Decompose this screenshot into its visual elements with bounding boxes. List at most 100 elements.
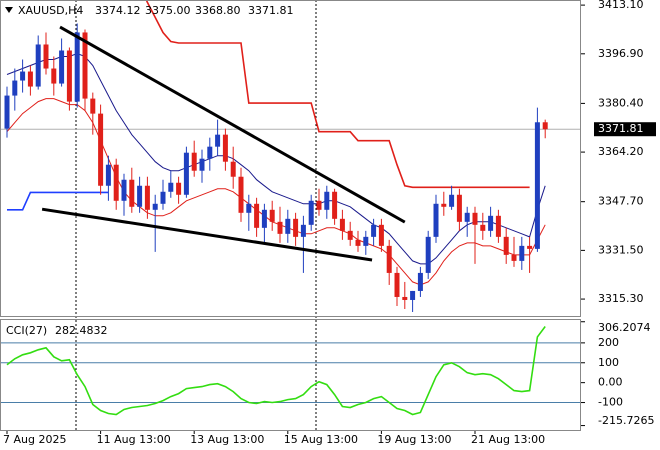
candle-body	[378, 224, 384, 246]
candle-body	[355, 239, 361, 246]
y-tick-label: 306.2074	[598, 321, 651, 334]
symbol: XAUUSD,H4	[18, 4, 83, 17]
candle-body	[90, 98, 96, 114]
price-panel-border	[0, 0, 581, 317]
candle-body	[82, 32, 88, 99]
candle-body	[137, 185, 143, 207]
candle-body	[129, 179, 135, 207]
y-tick-label: 3347.70	[598, 195, 644, 208]
low-price: 3368.80	[195, 4, 241, 17]
candle-body	[20, 71, 26, 81]
candle-body	[293, 218, 299, 237]
cci-value: 282.4832	[55, 324, 108, 337]
candle-body	[433, 203, 439, 237]
candle-body	[160, 191, 166, 204]
y-tick-label: 200	[598, 336, 619, 349]
candle-body	[285, 218, 291, 234]
candle-body	[98, 113, 104, 186]
candle-body	[449, 194, 455, 207]
candle-body	[43, 44, 49, 69]
candle-body	[519, 245, 525, 261]
candle-body	[4, 95, 10, 129]
candle-body	[113, 164, 119, 201]
y-tick-label: -100	[598, 396, 623, 409]
candle-body	[300, 224, 306, 237]
candle-body	[66, 50, 72, 102]
candle-body	[316, 200, 322, 210]
candle-body	[277, 221, 283, 234]
candle-body	[425, 236, 431, 273]
axes: 3413.10 3396.90 3380.40 3364.20 3347.70 3331.…	[3, 0, 656, 446]
candle-body	[215, 134, 221, 147]
candle-body	[191, 152, 197, 171]
candle-body	[363, 236, 369, 246]
indicator-line	[6, 98, 546, 286]
price-plot	[0, 0, 580, 312]
candle-body	[230, 161, 236, 177]
candle-body	[121, 179, 127, 201]
candle-body	[207, 146, 213, 159]
trendline	[59, 25, 406, 224]
candle-body	[199, 158, 205, 171]
candle-body	[105, 164, 111, 186]
x-tick-label: 7 Aug 2025	[3, 433, 66, 446]
y-tick-label: 3380.40	[598, 96, 644, 109]
candle-body	[371, 224, 377, 237]
close-price: 3371.81	[248, 4, 294, 17]
y-tick-label: 3413.10	[598, 0, 644, 11]
candle-body	[464, 212, 470, 222]
candle-body	[402, 296, 408, 300]
candle-body	[324, 191, 330, 210]
indicator-line	[145, 0, 530, 189]
y-tick-label: 3364.20	[598, 145, 644, 158]
candle-body	[472, 212, 478, 225]
candle-body	[386, 245, 392, 273]
candle-body	[495, 215, 501, 237]
candle-body	[488, 215, 494, 231]
candle-body	[238, 176, 244, 213]
candle-body	[74, 32, 80, 102]
candle-body	[176, 182, 182, 195]
x-tick-label: 13 Aug 13:00	[190, 433, 264, 446]
candle-body	[332, 191, 338, 219]
candle-body	[503, 236, 509, 255]
candle-body	[183, 152, 189, 195]
candle-body	[417, 272, 423, 291]
trendline	[41, 207, 373, 262]
candle-body	[222, 134, 228, 162]
y-tick-label: 3396.90	[598, 47, 644, 60]
candle-body	[480, 224, 486, 231]
candle-body	[59, 50, 65, 84]
candle-body	[410, 290, 416, 300]
open-price: 3374.12	[95, 4, 141, 17]
candle-body	[527, 245, 533, 249]
cci-name: CCI(27)	[6, 324, 47, 337]
y-tick-label: -215.7265	[598, 414, 654, 427]
x-tick-label: 21 Aug 13:00	[471, 433, 545, 446]
x-tick-label: 15 Aug 13:00	[284, 433, 358, 446]
x-tick-label: 11 Aug 13:00	[97, 433, 171, 446]
candle-body	[168, 182, 174, 192]
candle-body	[339, 218, 345, 231]
menu-triangle[interactable]	[5, 7, 13, 13]
candle-body	[534, 122, 540, 249]
indicator-line	[7, 191, 109, 211]
cci-plot	[0, 326, 580, 416]
last-price-box	[594, 122, 656, 137]
candle-body	[394, 272, 400, 297]
candle-body	[144, 185, 150, 210]
cci-line	[6, 326, 546, 416]
last-price-label: 3371.81	[598, 122, 644, 135]
cci-panel-border	[0, 319, 581, 431]
x-tick-label: 19 Aug 13:00	[377, 433, 451, 446]
y-tick-label: 3315.30	[598, 292, 644, 305]
candle-body	[347, 230, 353, 240]
candle-body	[152, 203, 158, 210]
candle-body	[261, 209, 267, 228]
candle-body	[456, 194, 462, 222]
candle-body	[254, 203, 260, 228]
candle-body	[51, 68, 57, 84]
candle-body	[308, 200, 314, 225]
candle-body	[269, 209, 275, 222]
